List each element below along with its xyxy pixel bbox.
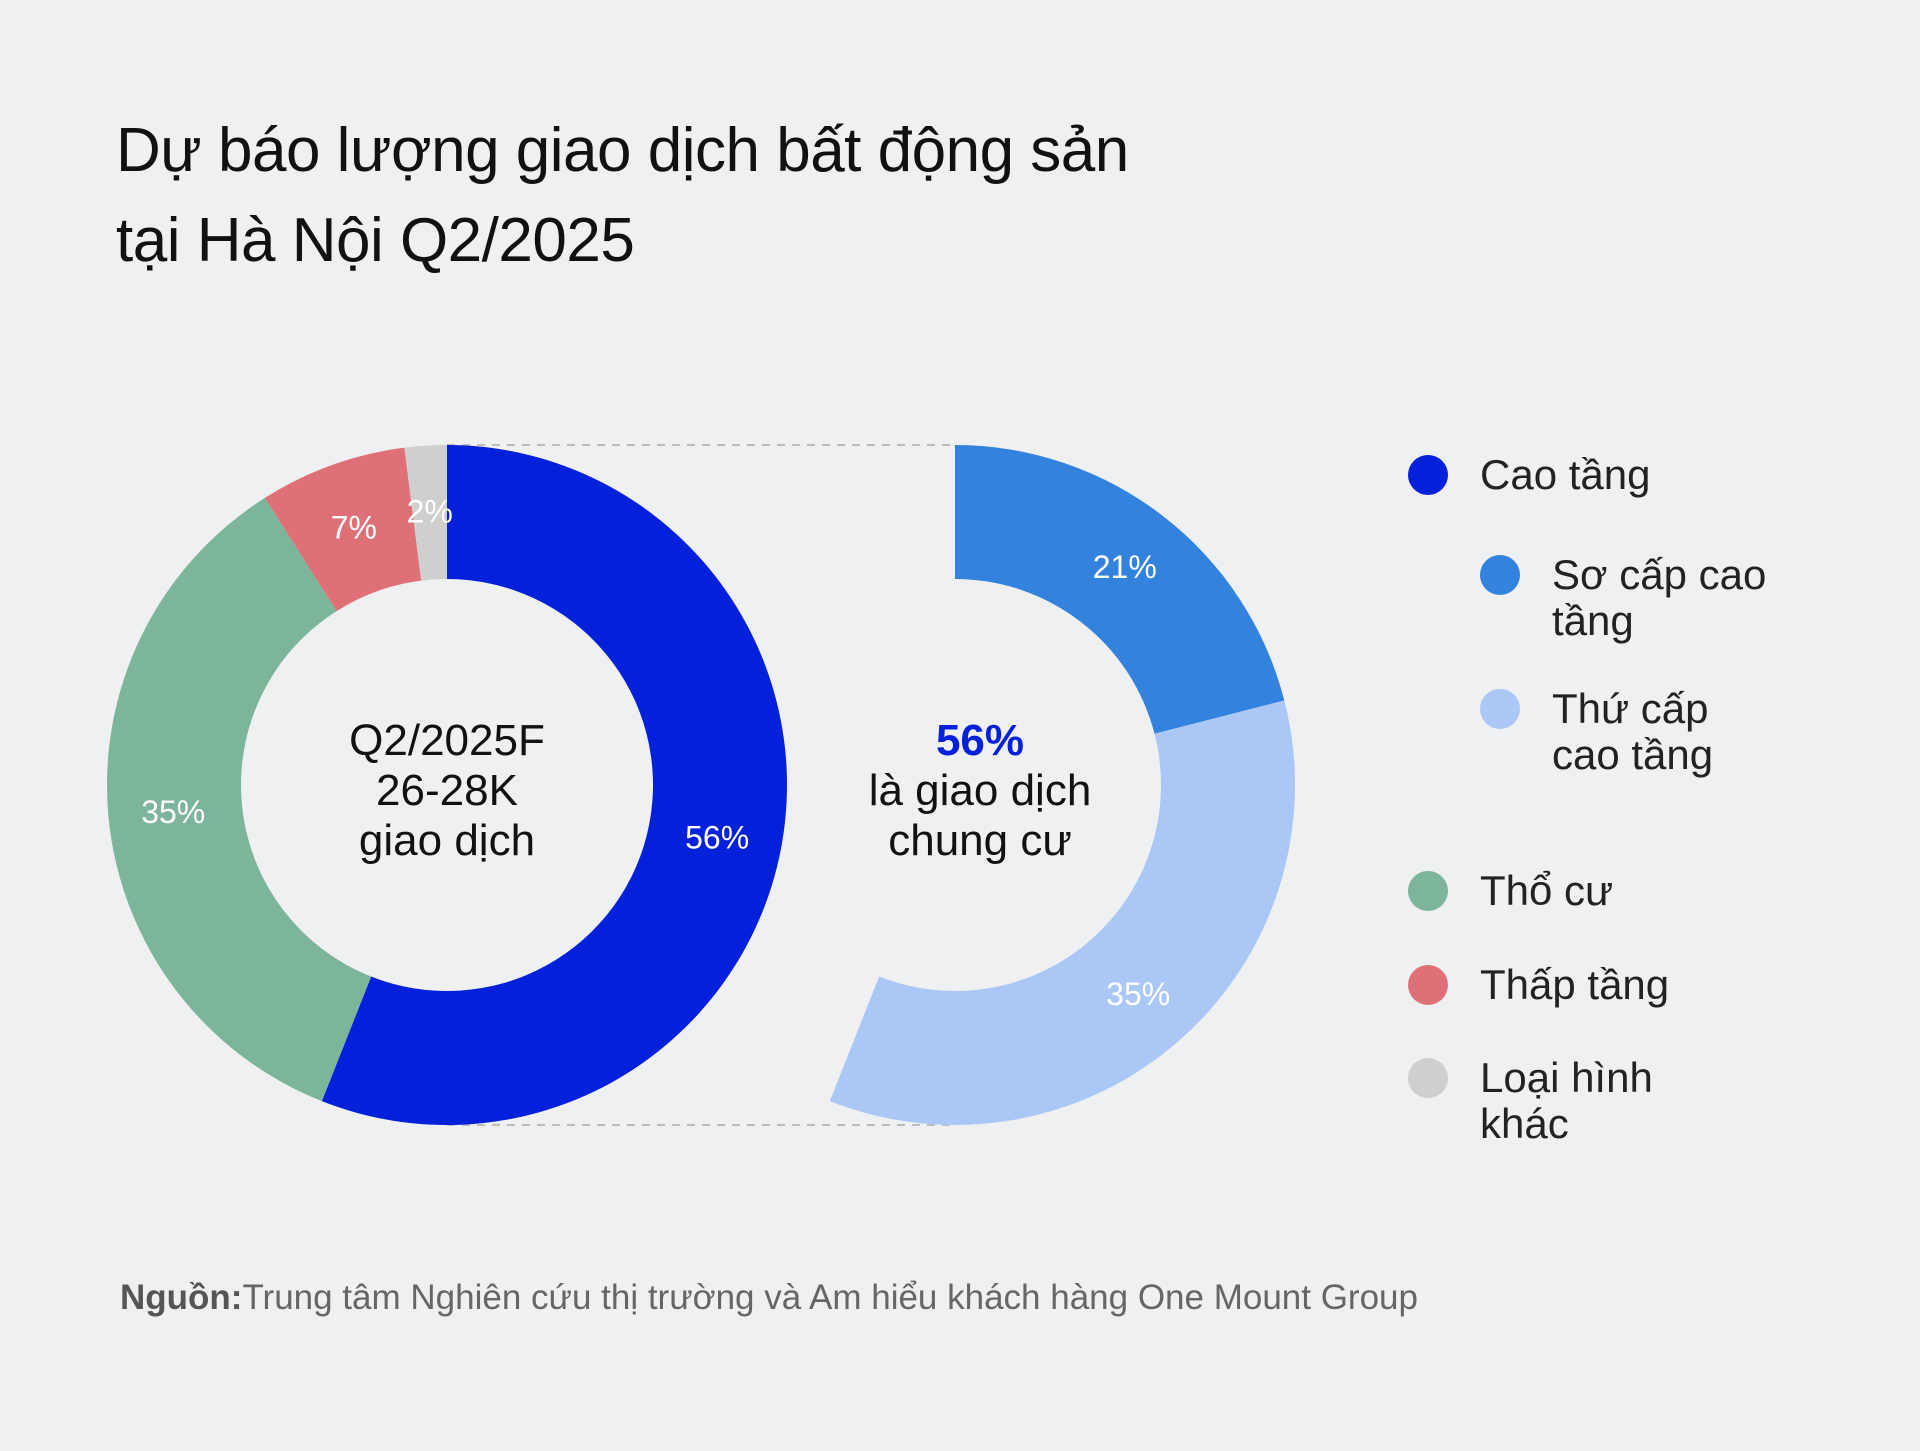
legend-item-thap-tang: Thấp tầng	[1408, 962, 1669, 1008]
title-line-1: Dự báo lượng giao dịch bất động sản	[116, 116, 1129, 185]
legend-item-loai-hinh-khac: Loại hình khác	[1408, 1055, 1700, 1147]
legend-swatch	[1480, 689, 1520, 729]
slice-thu-cap-cao-tang	[829, 700, 1295, 1125]
slice-label-thu-cap-cao-tang: 35%	[1106, 976, 1170, 1012]
source-label: Nguồn:	[120, 1278, 243, 1317]
slice-tho-cu	[106, 497, 372, 1102]
legend-item-so-cap-cao-tang: Sơ cấp cao tầng	[1480, 552, 1772, 644]
legend-label: Loại hình khác	[1480, 1054, 1653, 1147]
chart-title: Dự báo lượng giao dịch bất động sản tại …	[116, 106, 1129, 286]
legend-swatch	[1408, 871, 1448, 911]
legend-label: Thấp tầng	[1480, 961, 1670, 1008]
slice-label-cao-tang: 56%	[685, 820, 749, 856]
legend-swatch	[1408, 1058, 1448, 1098]
legend-item-cao-tang: Cao tầng	[1408, 452, 1650, 498]
legend-label: Thứ cấp cao tầng	[1552, 685, 1714, 778]
center-highlight: 56%	[936, 716, 1024, 765]
source-note: Nguồn:Trung tâm Nghiên cứu thị trường và…	[120, 1278, 1418, 1318]
title-line-2: tại Hà Nội Q2/2025	[116, 206, 635, 275]
slice-label-thap-tang: 7%	[331, 509, 377, 545]
center-caption-line-2: chung cư	[888, 816, 1072, 865]
legend-swatch	[1408, 965, 1448, 1005]
legend-swatch	[1408, 455, 1448, 495]
center-text-line-2: 26-28K	[376, 766, 518, 815]
legend-item-thu-cap-cao-tang: Thứ cấp cao tầng	[1480, 686, 1772, 778]
slice-label-so-cap-cao-tang: 21%	[1093, 549, 1157, 585]
legend-swatch	[1480, 555, 1520, 595]
legend-label: Sơ cấp cao tầng	[1552, 551, 1767, 644]
slice-loai-hinh-khac	[404, 445, 447, 581]
slice-label-tho-cu: 35%	[141, 794, 205, 830]
slice-cao-tang	[321, 445, 788, 1125]
center-text-line-1: Q2/2025F	[349, 716, 545, 765]
legend-label: Thổ cư	[1480, 867, 1614, 914]
center-caption-line-1: là giao dịch	[869, 766, 1092, 815]
center-text-line-3: giao dịch	[359, 816, 535, 865]
legend: Cao tầng Sơ cấp cao tầng Thứ cấp cao tầng T…	[1408, 0, 1908, 1451]
legend-item-tho-cu: Thổ cư	[1408, 868, 1613, 914]
slice-so-cap-cao-tang	[955, 445, 1285, 734]
slice-thap-tang	[264, 447, 422, 612]
source-text: Trung tâm Nghiên cứu thị trường và Am hi…	[242, 1278, 1418, 1317]
legend-label: Cao tầng	[1480, 451, 1651, 498]
slice-label-loai-hinh-khac: 2%	[407, 494, 453, 530]
